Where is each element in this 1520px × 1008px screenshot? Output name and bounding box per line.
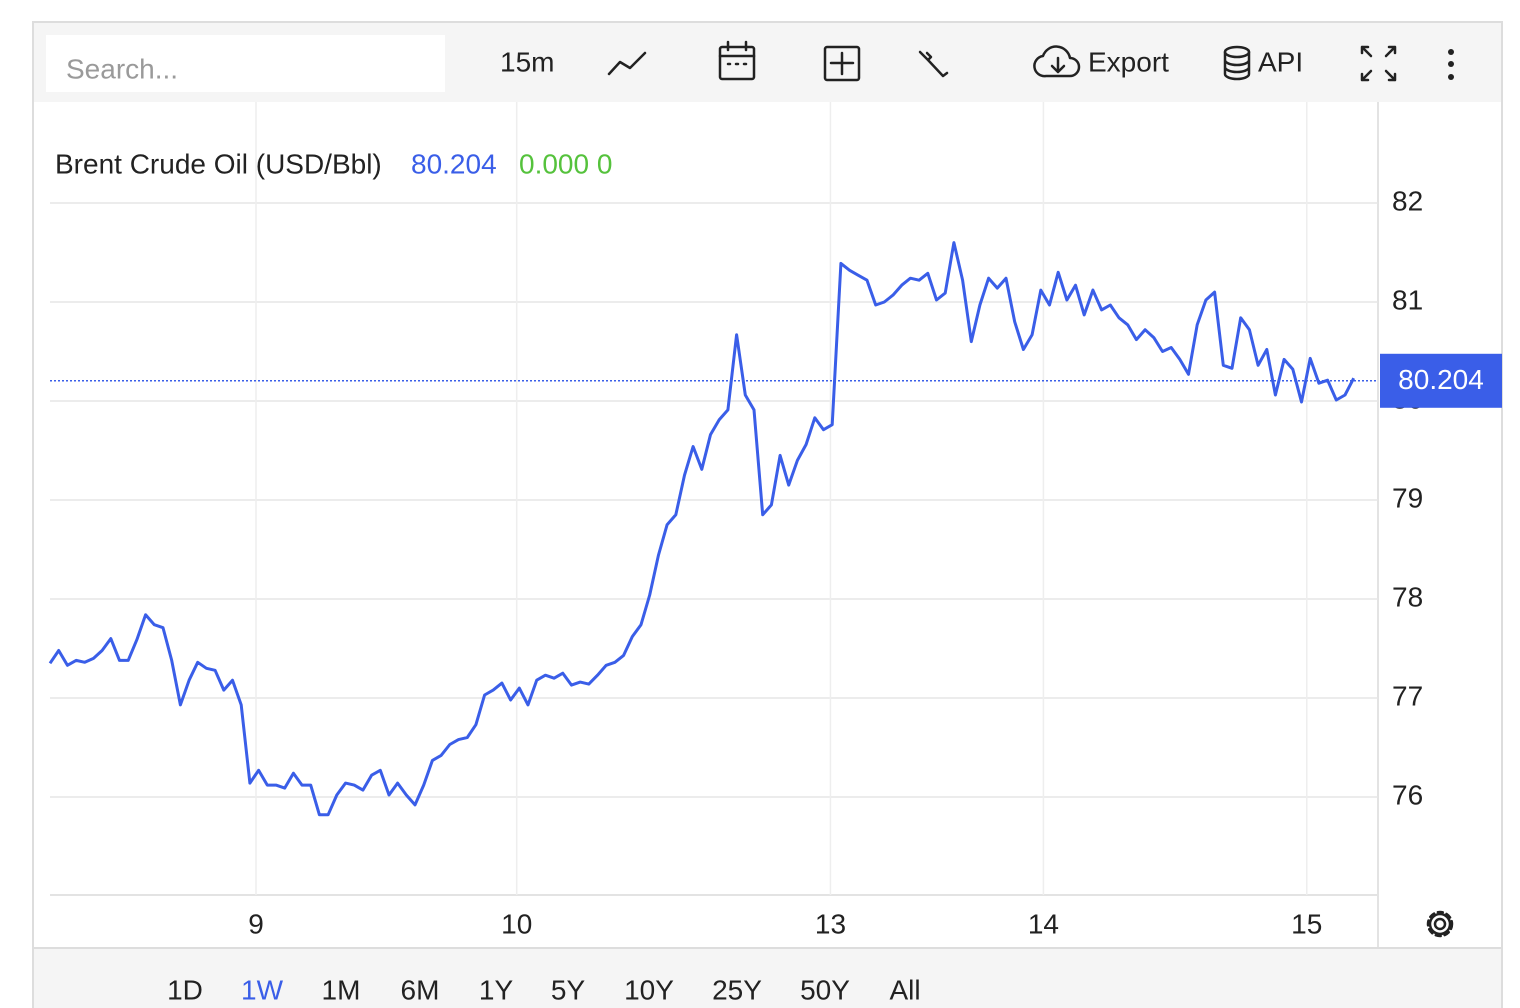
- api-button[interactable]: API: [1258, 46, 1303, 77]
- add-indicator-icon[interactable]: [823, 45, 861, 82]
- interval-button[interactable]: 15m: [500, 46, 554, 77]
- legend-value: 80.204: [411, 148, 497, 179]
- range-button[interactable]: 1D: [167, 974, 203, 1005]
- x-tick-label: 13: [815, 908, 846, 939]
- range-button[interactable]: All: [889, 974, 920, 1005]
- y-tick-label: 81: [1392, 284, 1423, 315]
- y-tick-label: 79: [1392, 482, 1423, 513]
- range-button[interactable]: 1Y: [479, 974, 514, 1005]
- range-bar: [34, 948, 1501, 1008]
- search-placeholder: Search...: [66, 53, 178, 84]
- search-box[interactable]: [46, 35, 445, 92]
- range-button[interactable]: 6M: [401, 974, 440, 1005]
- frame: [32, 21, 1503, 1008]
- legend-title: Brent Crude Oil (USD/Bbl): [55, 148, 382, 179]
- range-button[interactable]: 5Y: [551, 974, 586, 1005]
- api-icon[interactable]: [1223, 45, 1251, 81]
- x-tick-label: 9: [248, 908, 264, 939]
- range-button[interactable]: 1W: [241, 974, 284, 1005]
- export-button[interactable]: Export: [1088, 46, 1169, 77]
- price-line: [48, 241, 1356, 817]
- x-tick-label: 14: [1028, 908, 1059, 939]
- last-price-badge: [1380, 353, 1502, 408]
- y-tick-label: 82: [1392, 185, 1423, 216]
- range-button[interactable]: 25Y: [712, 974, 762, 1005]
- x-tick-label: 15: [1291, 908, 1322, 939]
- x-tick-label: 10: [501, 908, 532, 939]
- y-tick-label: 77: [1392, 680, 1423, 711]
- range-button[interactable]: 10Y: [624, 974, 674, 1005]
- export-icon[interactable]: [1033, 45, 1081, 78]
- legend-change: 0.000 0: [519, 148, 612, 179]
- calendar-icon[interactable]: [718, 40, 756, 81]
- settings-gear-icon[interactable]: [1426, 910, 1454, 938]
- chart-type-icon[interactable]: [607, 51, 647, 76]
- y-tick-label: 76: [1392, 779, 1423, 810]
- last-price-label: 80.204: [1398, 364, 1484, 395]
- more-menu-icon[interactable]: [1448, 49, 1454, 80]
- fullscreen-icon[interactable]: [1360, 45, 1397, 82]
- range-button[interactable]: 1M: [322, 974, 361, 1005]
- settings-wrench-icon[interactable]: [918, 50, 949, 78]
- y-tick-label: 78: [1392, 581, 1423, 612]
- range-button[interactable]: 50Y: [800, 974, 850, 1005]
